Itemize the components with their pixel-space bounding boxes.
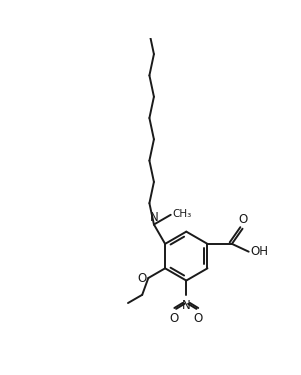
Text: O: O bbox=[238, 213, 247, 226]
Text: OH: OH bbox=[250, 245, 268, 258]
Text: O: O bbox=[194, 312, 203, 326]
Text: O: O bbox=[170, 312, 179, 326]
Text: N: N bbox=[182, 299, 191, 312]
Text: O: O bbox=[137, 272, 147, 285]
Text: CH₃: CH₃ bbox=[172, 209, 191, 219]
Text: N: N bbox=[150, 211, 158, 224]
